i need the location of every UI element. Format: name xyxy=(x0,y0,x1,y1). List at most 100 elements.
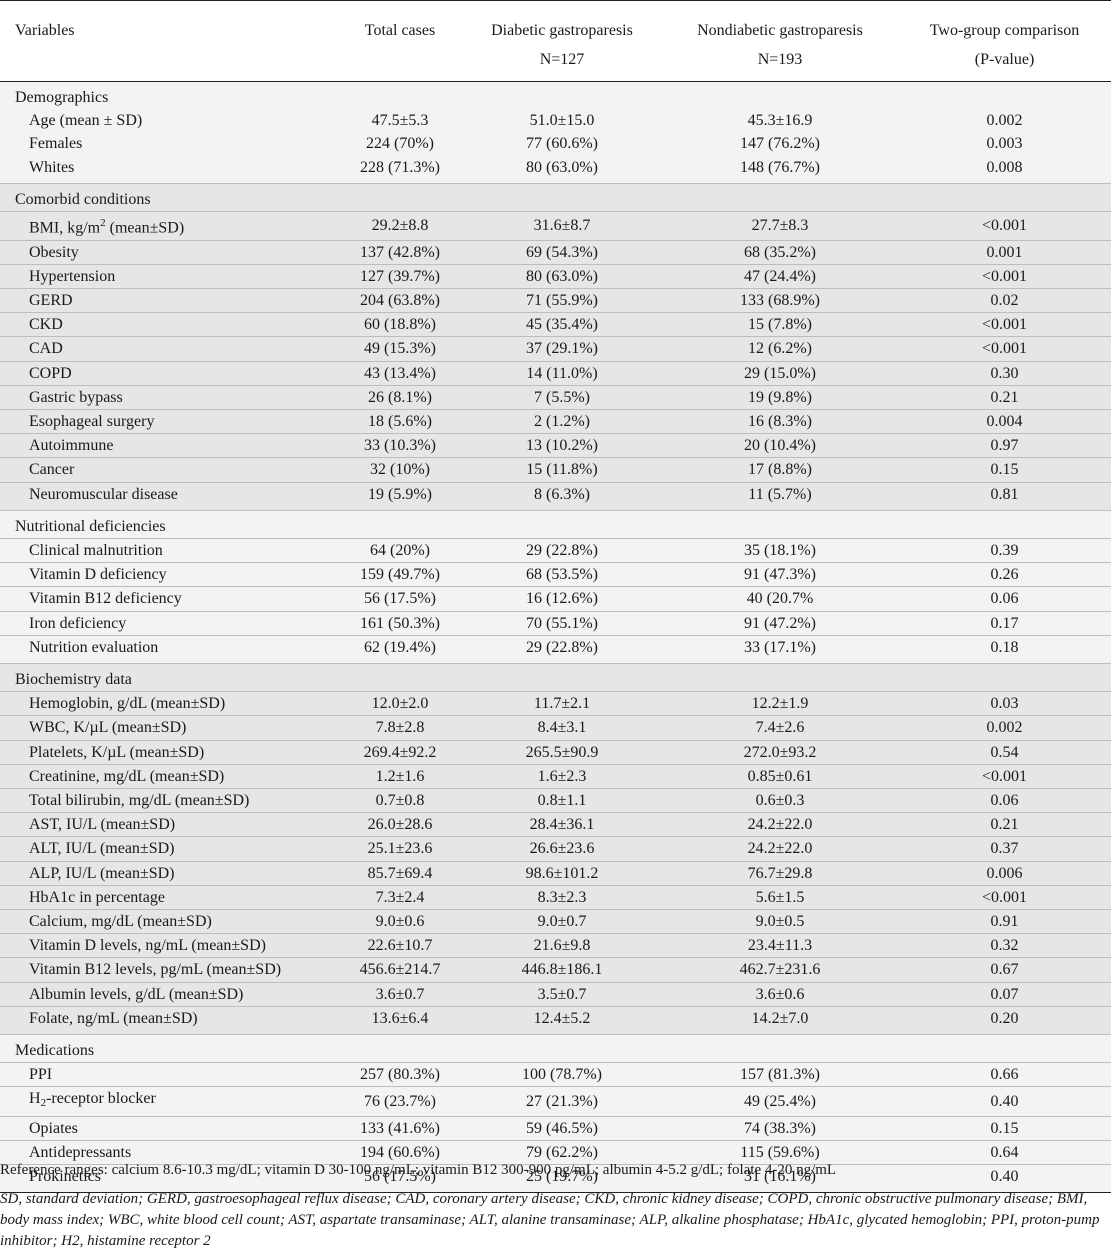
cell-pvalue: 0.39 xyxy=(898,537,1111,563)
cell-diabetic: 68 (53.5%) xyxy=(462,562,662,587)
row-label: ALP, IU/L (mean±SD) xyxy=(0,860,338,886)
section-title: Nutritional deficiencies xyxy=(0,509,1111,539)
cell-pvalue: <0.001 xyxy=(898,211,1111,241)
cell-nondiabetic: 35 (18.1%) xyxy=(662,537,898,563)
cell-nondiabetic: 147 (76.2%) xyxy=(740,135,820,153)
table-row: Opiates 133 (41.6%) 59 (46.5%) 74 (38.3%) 0.… xyxy=(0,1115,1111,1141)
row-label: Autoimmune xyxy=(0,433,338,458)
cell-diabetic: 11.7±2.1 xyxy=(462,691,662,716)
cell-nondiabetic: 0.85±0.61 xyxy=(662,763,898,789)
row-label: HbA1c in percentage xyxy=(0,884,338,910)
cell-pvalue: 0.66 xyxy=(898,1062,1111,1087)
cell-diabetic: 80 (63.0%) xyxy=(526,158,598,176)
cell-pvalue: 0.40 xyxy=(898,1164,1111,1193)
header-diabetic: Diabetic gastroparesis N=127 xyxy=(462,0,662,82)
row-label: Calcium, mg/dL (mean±SD) xyxy=(0,909,338,934)
cell-nondiabetic: 17 (8.8%) xyxy=(662,457,898,483)
table-row: CKD 60 (18.8%) 45 (35.4%) 15 (7.8%) <0.001 xyxy=(0,312,1111,337)
row-label: AST, IU/L (mean±SD) xyxy=(0,812,338,837)
cell-diabetic: 45 (35.4%) xyxy=(462,312,662,337)
cell-pvalue: 0.004 xyxy=(898,408,1111,434)
cell-diabetic: 25 (19.7%) xyxy=(462,1164,662,1193)
cell-diabetic: 8 (6.3%) xyxy=(462,481,662,511)
cell-diabetic: 446.8±186.1 xyxy=(462,957,662,983)
cell-nondiabetic: 47 (24.4%) xyxy=(662,263,898,289)
table-row: Autoimmune 33 (10.3%) 13 (10.2%) 20 (10.4%)… xyxy=(0,433,1111,458)
cell-total: 25.1±23.6 xyxy=(338,836,462,862)
cell-diabetic: 3.5±0.7 xyxy=(462,981,662,1007)
cell-nondiabetic: 15 (7.8%) xyxy=(662,312,898,337)
row-label: Esophageal surgery xyxy=(0,408,338,434)
cell-pvalue: <0.001 xyxy=(898,336,1111,362)
cell-pvalue: 0.001 xyxy=(898,239,1111,265)
cell-diabetic: 14 (11.0%) xyxy=(462,360,662,386)
table-row: Nutrition evaluation 62 (19.4%) 29 (22.8%)… xyxy=(0,634,1111,664)
cell-total: 133 (41.6%) xyxy=(338,1115,462,1141)
table-header: Variables Total cases Diabetic gastropar… xyxy=(0,0,1111,82)
cell-total: 194 (60.6%) xyxy=(338,1139,462,1165)
header-nondiabetic: Nondiabetic gastroparesis N=193 xyxy=(662,0,898,82)
cell-pvalue: 0.07 xyxy=(898,981,1111,1007)
row-label: Opiates xyxy=(0,1115,338,1141)
cell-nondiabetic: 5.6±1.5 xyxy=(662,884,898,910)
cell-diabetic: 26.6±23.6 xyxy=(462,836,662,862)
table-row: Calcium, mg/dL (mean±SD) 9.0±0.6 9.0±0.7 9.… xyxy=(0,909,1111,934)
cell-total: 47.5±5.3 xyxy=(371,112,429,130)
table-row: BMI, kg/m2 (mean±SD) 29.2±8.8 31.6±8.7 2… xyxy=(0,211,1111,241)
cell-total: 43 (13.4%) xyxy=(338,360,462,386)
cell-diabetic: 265.5±90.9 xyxy=(462,739,662,765)
table-row: Age (mean ± SD) 47.5±5.3 51.0±15.0 45.3±16.… xyxy=(0,109,1111,132)
table-row: Folate, ng/mL (mean±SD) 13.6±6.4 12.4±5.2 1… xyxy=(0,1005,1111,1035)
table-row: Clinical malnutrition 64 (20%) 29 (22.8%) 3… xyxy=(0,537,1111,563)
table-row: Esophageal surgery 18 (5.6%) 2 (1.2%) 16 (8… xyxy=(0,408,1111,434)
row-label: Obesity xyxy=(0,239,338,265)
cell-total: 12.0±2.0 xyxy=(338,691,462,716)
cell-diabetic: 71 (55.9%) xyxy=(462,287,662,313)
cell-pvalue: 0.18 xyxy=(898,634,1111,664)
cell-pvalue: 0.003 xyxy=(986,135,1023,153)
table-row: COPD 43 (13.4%) 14 (11.0%) 29 (15.0%) 0.30 xyxy=(0,360,1111,386)
table-row: GERD 204 (63.8%) 71 (55.9%) 133 (68.9%) 0.02 xyxy=(0,287,1111,313)
cell-total: 9.0±0.6 xyxy=(338,909,462,934)
cell-pvalue: 0.91 xyxy=(898,909,1111,934)
cell-nondiabetic: 19 (9.8%) xyxy=(662,384,898,410)
table-row: Females 224 (70%) 77 (60.6%) 147 (76.2%) 0.0… xyxy=(0,132,1111,155)
cell-total: 60 (18.8%) xyxy=(338,312,462,337)
abbreviations-note: SD, standard deviation; GERD, gastroesop… xyxy=(0,1191,1100,1249)
cell-total: 1.2±1.6 xyxy=(338,763,462,789)
row-label-h2: H2-receptor blocker xyxy=(0,1086,338,1117)
cell-pvalue: 0.21 xyxy=(898,812,1111,837)
cell-total: 49 (15.3%) xyxy=(338,336,462,362)
table-row: Total bilirubin, mg/dL (mean±SD) 0.7±0.8 0… xyxy=(0,788,1111,813)
cell-pvalue: 0.06 xyxy=(898,788,1111,813)
table-wrapper: Variables Total cases Diabetic gastropar… xyxy=(0,0,1111,1196)
cell-pvalue: 0.67 xyxy=(898,957,1111,983)
cell-nondiabetic: 29 (15.0%) xyxy=(662,360,898,386)
cell-pvalue: 0.03 xyxy=(898,691,1111,716)
cell-total: 7.3±2.4 xyxy=(338,884,462,910)
cell-diabetic: 7 (5.5%) xyxy=(462,384,662,410)
table-row: ALP, IU/L (mean±SD) 85.7±69.4 98.6±101.2 76… xyxy=(0,860,1111,886)
cell-total: 33 (10.3%) xyxy=(338,433,462,458)
row-label: Antidepressants xyxy=(0,1139,338,1165)
table-row: Gastric bypass 26 (8.1%) 7 (5.5%) 19 (9.8%)… xyxy=(0,384,1111,410)
row-label: COPD xyxy=(0,360,338,386)
cell-pvalue: <0.001 xyxy=(898,884,1111,910)
cell-diabetic: 8.4±3.1 xyxy=(462,715,662,741)
cell-diabetic: 15 (11.8%) xyxy=(462,457,662,483)
cell-nondiabetic: 14.2±7.0 xyxy=(662,1005,898,1035)
cell-nondiabetic: 27.7±8.3 xyxy=(662,211,898,241)
cell-total: 456.6±214.7 xyxy=(338,957,462,983)
table-row: Vitamin B12 deficiency 56 (17.5%) 16 (12.6… xyxy=(0,586,1111,612)
cell-diabetic: 0.8±1.1 xyxy=(462,788,662,813)
cell-pvalue: 0.008 xyxy=(986,158,1023,176)
table-row: Cancer 32 (10%) 15 (11.8%) 17 (8.8%) 0.15 xyxy=(0,457,1111,483)
cell-diabetic: 77 (60.6%) xyxy=(526,135,598,153)
row-label: Creatinine, mg/dL (mean±SD) xyxy=(0,763,338,789)
cell-diabetic: 69 (54.3%) xyxy=(462,239,662,265)
cell-nondiabetic: 91 (47.3%) xyxy=(662,562,898,587)
cell-pvalue: 0.37 xyxy=(898,836,1111,862)
cell-total: 161 (50.3%) xyxy=(338,610,462,636)
header-comparison: Two-group comparison (P-value) xyxy=(898,0,1111,82)
cell-pvalue: 0.81 xyxy=(898,481,1111,511)
